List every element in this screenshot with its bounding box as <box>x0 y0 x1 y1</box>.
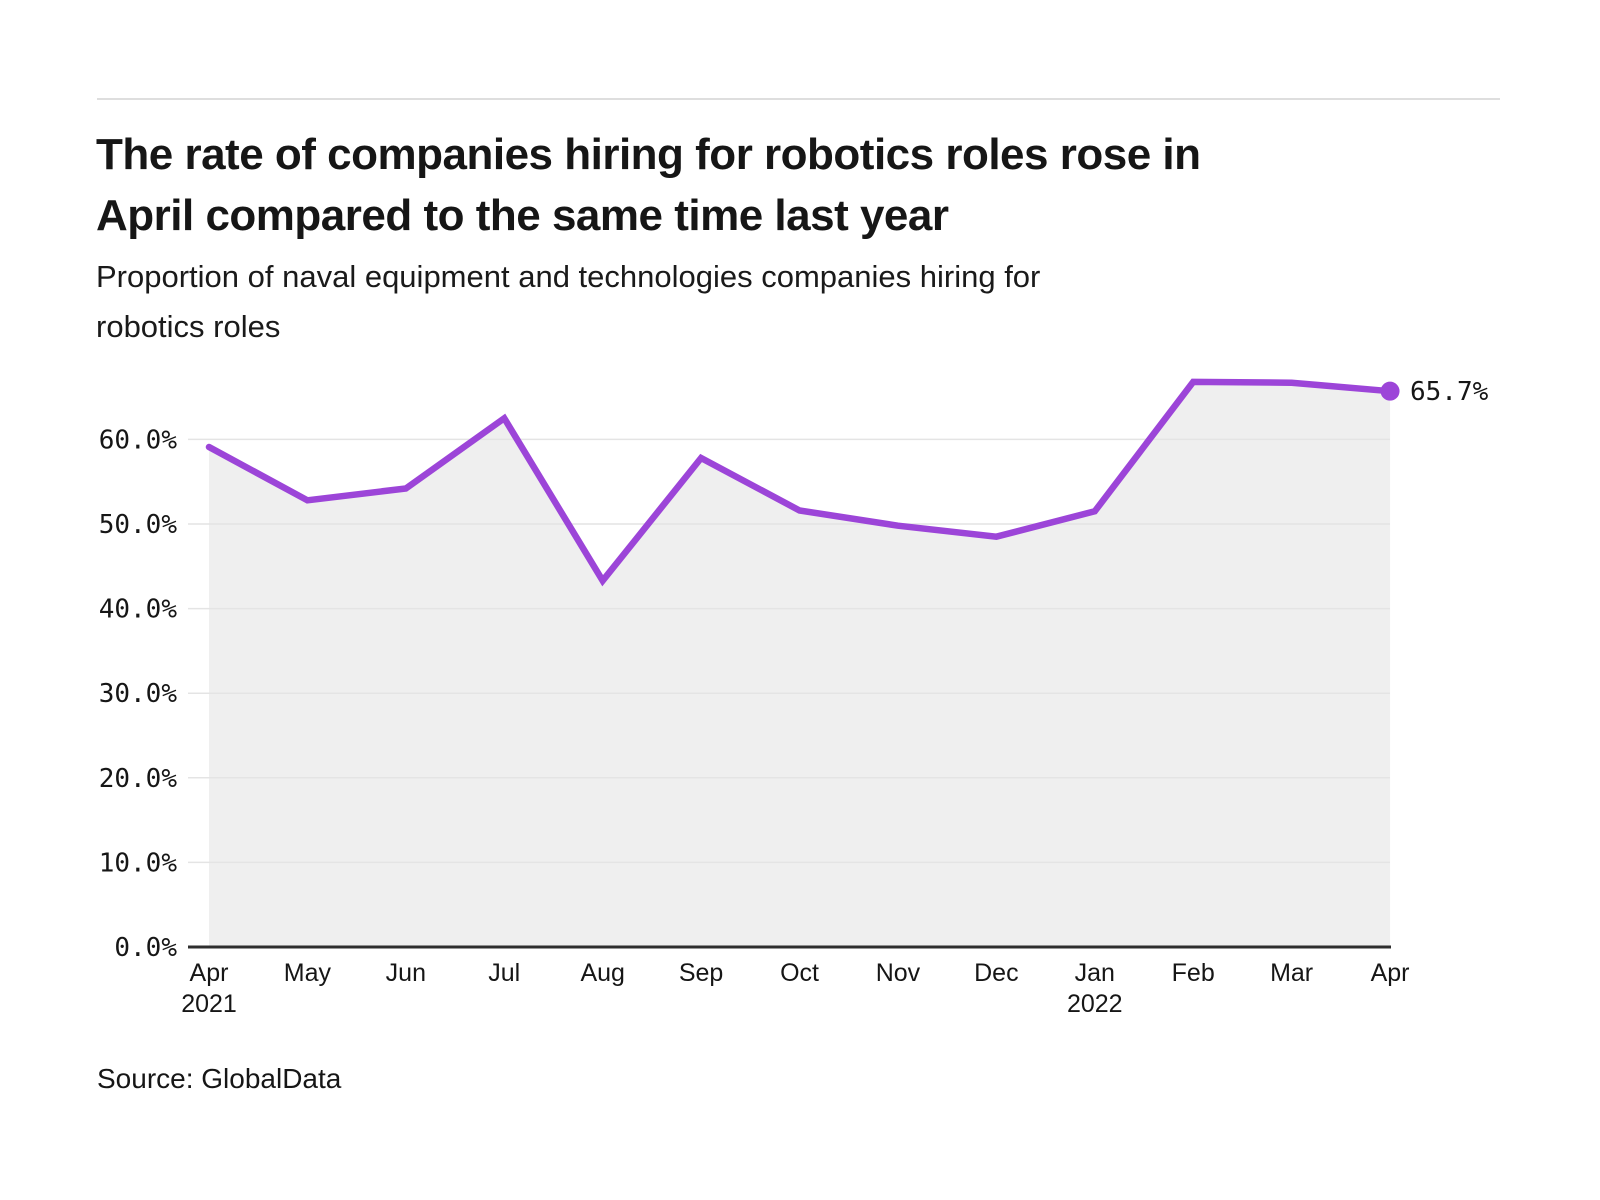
x-tick-year-label: 2021 <box>181 990 237 1018</box>
y-tick-label: 20.0% <box>99 764 178 794</box>
x-tick-label: Jan <box>1075 959 1115 987</box>
x-tick-label: Sep <box>679 959 723 987</box>
x-tick-label: May <box>284 959 332 987</box>
x-tick-label: Apr <box>190 959 229 987</box>
x-tick-label: Feb <box>1172 959 1215 987</box>
x-tick-label: Jun <box>386 959 426 987</box>
x-tick-label: Oct <box>780 959 819 987</box>
y-tick-label: 30.0% <box>99 679 178 709</box>
area-fill <box>209 381 1391 947</box>
end-value-label: 65.7% <box>1410 377 1489 407</box>
end-point-dot <box>1380 381 1400 401</box>
line-chart: 0.0% 10.0% 20.0% 30.0% 40.0% 50.0% 60.0% Apr May… <box>99 377 1489 1018</box>
y-tick-label: 60.0% <box>99 425 178 455</box>
y-tick-label: 40.0% <box>99 595 178 625</box>
x-tick-label: Apr <box>1371 959 1410 987</box>
x-tick-label: Nov <box>876 959 921 987</box>
chart-subtitle: Proportion of naval equipment and techno… <box>96 252 1456 352</box>
x-tick-label: Mar <box>1270 959 1313 987</box>
source-note: Source: GlobalData <box>97 1063 342 1094</box>
trend-line <box>205 378 1394 587</box>
chart-subtitle-line-2: robotics roles <box>96 309 281 344</box>
x-tick-year-label: 2022 <box>1067 990 1123 1018</box>
x-tick-label: Aug <box>580 959 624 987</box>
chart-subtitle-line-1: Proportion of naval equipment and techno… <box>96 259 1041 294</box>
page-title-line-2: April compared to the same time last yea… <box>96 191 949 240</box>
x-tick-label: Dec <box>974 959 1018 987</box>
page-title-line-1: The rate of companies hiring for robotic… <box>96 130 1201 179</box>
page-title: The rate of companies hiring for robotic… <box>96 124 1456 246</box>
top-rule <box>97 98 1500 100</box>
y-tick-label: 10.0% <box>99 848 178 878</box>
y-tick-label: 50.0% <box>99 510 178 540</box>
x-tick-label: Jul <box>488 959 520 987</box>
y-tick-label: 0.0% <box>114 933 177 963</box>
